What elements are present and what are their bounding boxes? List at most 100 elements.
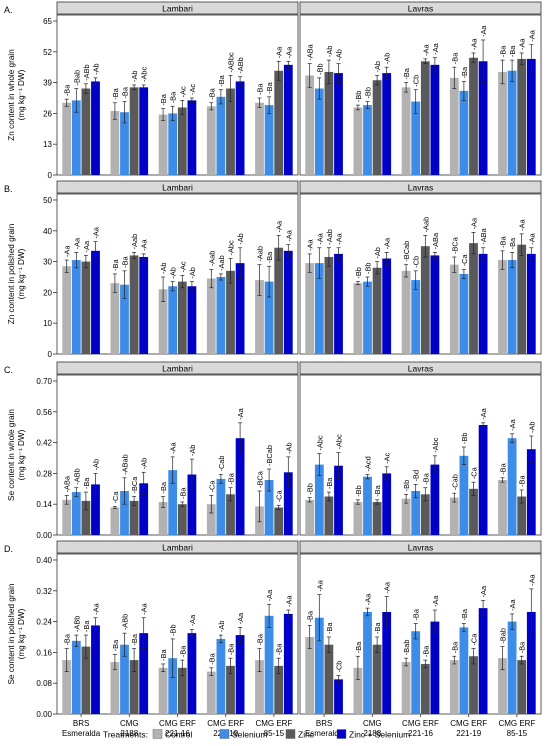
facet-lambari: Lambari-Ba-ABb -Ba-AaBRSEsmeralda-Ba-ABb-… xyxy=(56,540,299,738)
legend-swatch xyxy=(219,729,230,739)
bar xyxy=(206,671,216,714)
bar xyxy=(264,480,274,535)
facet-strip xyxy=(56,180,299,194)
y-tick-label: 39 xyxy=(43,79,52,88)
significance-label: -Aa xyxy=(284,46,293,58)
y-tick-label: 0.32 xyxy=(36,587,52,596)
bar xyxy=(91,625,100,714)
bar xyxy=(206,106,216,175)
significance-label: -Ab xyxy=(335,49,344,61)
facet-lambari: Lambari-Ba-Bab -ABb -Ab-Ba -Ba-Ab -Abc-Ba -Ba… xyxy=(56,1,299,176)
bar xyxy=(81,500,91,535)
bar xyxy=(264,615,274,714)
significance-label: -Ba xyxy=(82,477,91,489)
significance-label: -Aa xyxy=(188,614,197,626)
significance-label: -ABa xyxy=(479,227,488,244)
significance-label: -Aa xyxy=(315,232,324,244)
legend-label: Selenium xyxy=(232,730,267,740)
y-tick-label: 0.28 xyxy=(36,469,52,478)
bar xyxy=(129,87,139,175)
bar xyxy=(71,260,81,354)
significance-label: -Bb xyxy=(364,87,373,99)
facet-strip xyxy=(56,540,299,554)
bar xyxy=(81,646,91,714)
significance-label: -Ca xyxy=(207,480,216,493)
panel-4: D. Se content in polished grain(mg kg⁻¹ D… xyxy=(4,540,542,738)
bar xyxy=(168,113,178,175)
facet-strip-label: Lambari xyxy=(162,364,193,374)
significance-label: -Aa xyxy=(275,46,284,58)
significance-label: -Aa xyxy=(72,237,81,249)
bar xyxy=(110,111,120,175)
significance-label: -BCa xyxy=(130,476,139,494)
significance-label: -ABb xyxy=(72,616,81,632)
bar xyxy=(206,504,216,535)
significance-label: -Abc xyxy=(315,435,324,451)
y-axis-title-line: (mg kg⁻¹ DW) xyxy=(17,429,26,480)
significance-label: -Ba xyxy=(63,633,72,645)
significance-label: -Ba xyxy=(508,237,517,249)
bar xyxy=(478,253,488,354)
bar xyxy=(226,270,235,354)
bar xyxy=(283,472,293,535)
significance-label: -Aa xyxy=(236,612,245,624)
facet-lavras: Lavras-Bb-Abc-Ba-Abc-Bb-Acd-Ba-Ac-Bb-Bd -… xyxy=(299,361,542,536)
significance-label: -Ba xyxy=(499,45,508,57)
legend-label: Zinc xyxy=(298,730,315,740)
significance-label: -Aa xyxy=(63,245,72,257)
bar xyxy=(120,644,129,714)
significance-label: -Ba xyxy=(306,610,315,622)
significance-label: -Ba xyxy=(178,645,187,657)
significance-label: -Ba xyxy=(325,477,334,489)
significance-label: -Aa xyxy=(431,42,440,54)
bar xyxy=(187,633,197,714)
bar xyxy=(168,658,178,714)
bar xyxy=(334,253,343,354)
bar xyxy=(478,608,488,714)
significance-label: -Ba xyxy=(256,633,265,645)
significance-label: -Ba xyxy=(121,255,130,267)
facet-strip xyxy=(299,361,542,375)
bar xyxy=(498,260,507,354)
bar xyxy=(459,455,469,535)
bar xyxy=(264,281,274,354)
facet-strip xyxy=(299,1,542,15)
bar xyxy=(324,256,334,354)
facet-strip-label: Lambari xyxy=(162,543,193,553)
facet-lavras: Lavras-Aa-Aa -Aab -Aa-Bb -Bb-Ab-Aa -BCab-Cb-… xyxy=(299,180,542,355)
legend-swatch xyxy=(336,729,347,739)
bar xyxy=(401,498,411,535)
y-tick-label: 0 xyxy=(48,171,53,180)
bar xyxy=(507,621,517,714)
significance-label: -Ac xyxy=(188,84,197,95)
y-axis-title-line: Se content in polished grain xyxy=(7,583,16,684)
y-tick-label: 50 xyxy=(43,196,52,205)
significance-label: -Aa xyxy=(421,44,430,56)
significance-label: -Bb xyxy=(402,480,411,492)
facet-strip-label: Lavras xyxy=(408,364,434,374)
panel-letter: D. xyxy=(4,544,13,554)
bar xyxy=(420,494,430,535)
bar xyxy=(235,635,245,714)
bar xyxy=(305,75,315,175)
bar xyxy=(226,494,235,535)
bar xyxy=(226,665,235,714)
significance-label: -Ca xyxy=(470,466,479,479)
bar xyxy=(363,105,372,175)
bar xyxy=(372,644,382,714)
bar xyxy=(62,102,72,175)
x-tick-label: 221-16 xyxy=(165,729,190,738)
significance-label: -Ba xyxy=(412,608,421,620)
bar xyxy=(314,464,324,535)
significance-label: -Ac xyxy=(383,452,392,463)
significance-label: -Bb xyxy=(315,63,324,75)
facet-strip xyxy=(56,1,299,15)
y-tick-label: 0.08 xyxy=(36,679,52,688)
significance-label: -Aa xyxy=(265,589,274,601)
bar xyxy=(91,81,100,175)
significance-label: -Ab xyxy=(188,445,197,457)
significance-label: -Ca xyxy=(470,633,479,646)
significance-label: -Aa xyxy=(284,229,293,241)
bar xyxy=(187,286,197,354)
facet-strip-label: Lambari xyxy=(162,4,193,14)
